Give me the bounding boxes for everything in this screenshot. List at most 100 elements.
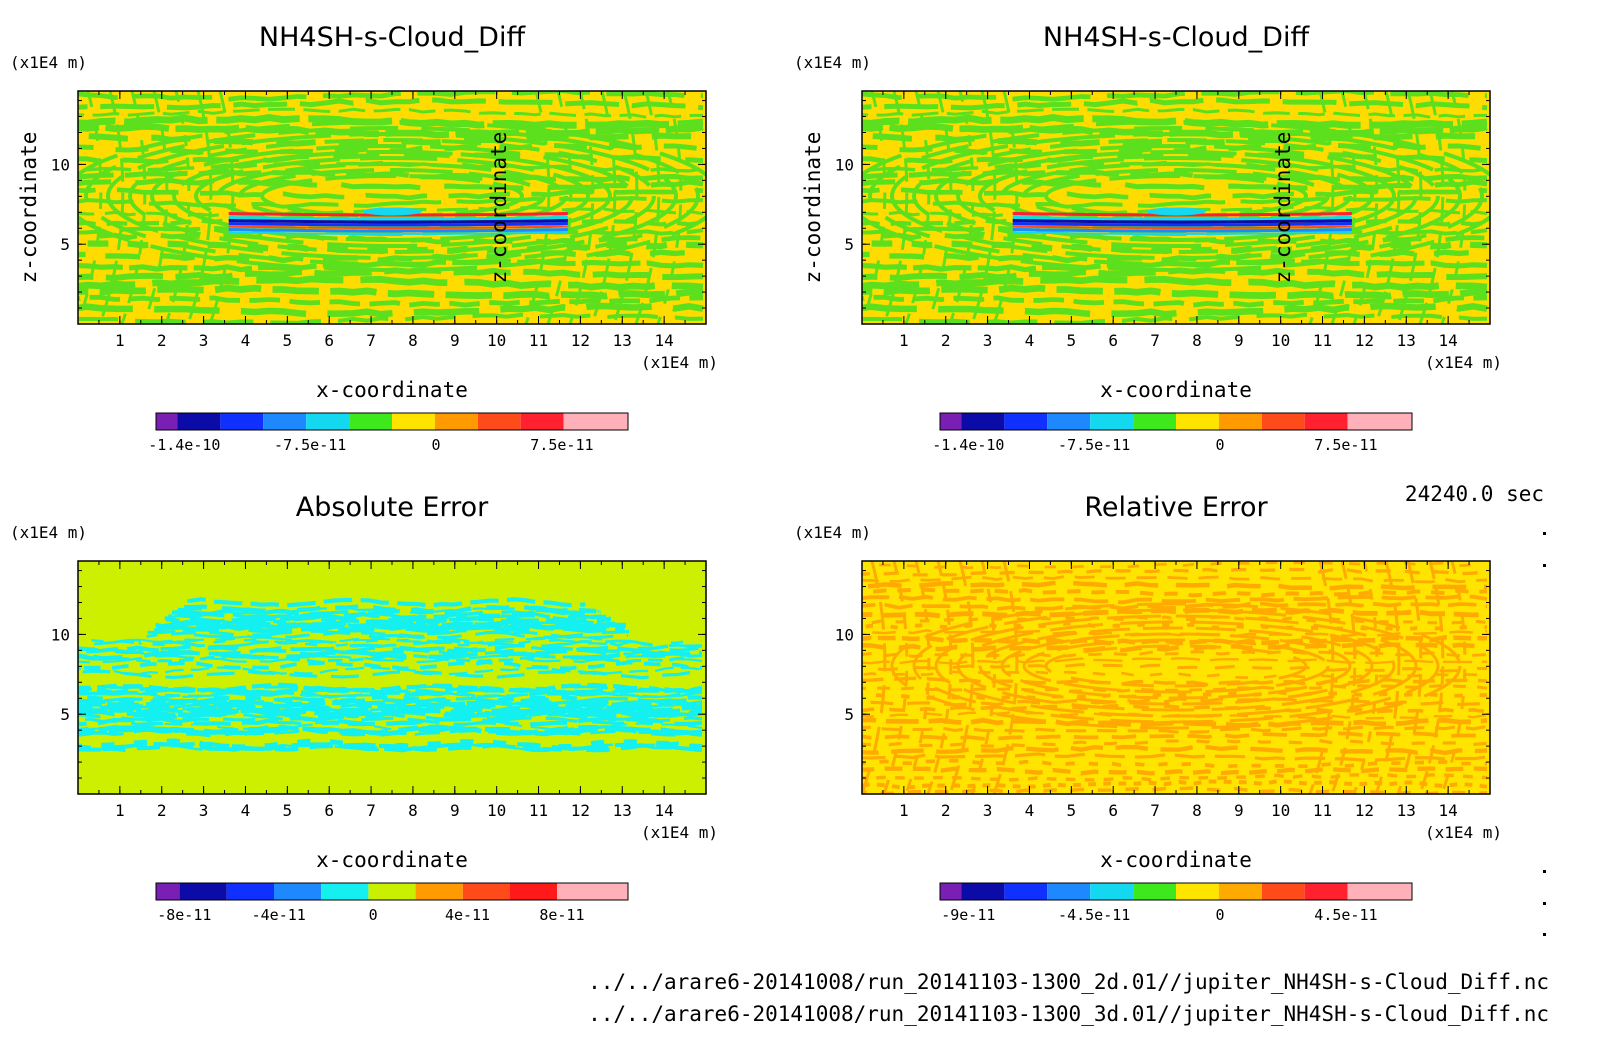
field-band — [1012, 227, 1352, 233]
x-unit-label: (x1E4 m) — [1425, 353, 1502, 372]
colorbar-swatch — [349, 413, 392, 430]
colorbar-swatch — [1261, 413, 1305, 430]
colorbar-swatch — [415, 883, 463, 900]
x-tick-label: 11 — [1313, 801, 1332, 820]
x-tick-label: 13 — [1397, 801, 1416, 820]
x-tick-label: 1 — [115, 801, 125, 820]
x-unit-label: (x1E4 m) — [641, 823, 718, 842]
field-blotch — [78, 708, 703, 720]
field-blotch — [78, 738, 703, 750]
field-stripe — [862, 690, 1488, 700]
y-axis-label: z-coordinate — [801, 132, 825, 284]
field-band — [228, 231, 568, 235]
x-tick-label: 2 — [941, 331, 951, 350]
field-arc — [956, 620, 1396, 712]
colorbar-swatch — [1133, 883, 1176, 900]
y-tick-label: 10 — [51, 155, 70, 174]
colorbar-swatch — [510, 883, 558, 900]
colorbar-swatch — [1176, 413, 1219, 430]
x-tick-label: 5 — [283, 331, 293, 350]
field-stripe — [862, 594, 1488, 605]
field-arc — [934, 614, 1418, 718]
x-tick-label: 1 — [899, 801, 909, 820]
field-blotch — [78, 716, 703, 727]
colorbar-tick-label: -4.5e-11 — [1058, 906, 1130, 924]
x-tick-label: 13 — [613, 801, 632, 820]
x-tick-label: 12 — [1355, 801, 1374, 820]
field-band — [1012, 221, 1352, 227]
field-stripe — [78, 267, 704, 282]
field-arc — [128, 138, 656, 254]
field-arc — [1000, 632, 1352, 700]
field-arc — [150, 144, 634, 248]
field-stripe — [862, 240, 1488, 255]
field-curve — [1352, 91, 1379, 324]
field-stripe — [862, 601, 1488, 611]
colorbar-swatch — [1218, 883, 1262, 900]
field-blotch — [78, 645, 703, 656]
field-band — [228, 227, 568, 233]
field-stripe — [78, 240, 704, 255]
field-blotch — [78, 702, 703, 714]
field-blotch — [78, 699, 703, 710]
colorbar-frame — [155, 882, 629, 901]
x-tick-label: 4 — [1025, 331, 1035, 350]
x-tick-label: 7 — [366, 801, 376, 820]
field-stripe — [78, 123, 704, 139]
field-curve — [1396, 561, 1423, 794]
y-tick-label: 5 — [60, 235, 70, 254]
marker-dot — [1543, 532, 1546, 535]
field-stripe — [862, 294, 1488, 308]
colorbar-tick-label: -7.5e-11 — [274, 436, 346, 454]
chart-panel: NH4SH-s-Cloud_Diff(x1E4 m)1 2 3 4 5 6 7 8 9 10 11 1… — [794, 22, 1502, 454]
y-axis-label: z-coordinate — [17, 132, 41, 284]
colorbar-tick-label: -7.5e-11 — [1058, 436, 1130, 454]
field-blotch — [187, 597, 586, 608]
y-axis-label: z-coordinate — [487, 132, 511, 284]
field-stripe — [862, 284, 1488, 300]
field-curve — [590, 91, 617, 324]
colorbar-swatch — [220, 413, 264, 430]
marker-dot — [1543, 902, 1546, 905]
field-stripe — [862, 786, 1488, 794]
colorbar-swatch — [520, 413, 564, 430]
x-tick-label: 10 — [487, 331, 506, 350]
field-stripe — [862, 752, 1488, 762]
chart-title: Absolute Error — [296, 492, 489, 523]
x-tick-label: 9 — [1234, 801, 1244, 820]
field-band — [1012, 231, 1352, 235]
y-tick-label: 5 — [60, 705, 70, 724]
x-tick-label: 11 — [1313, 331, 1332, 350]
field-curve — [1374, 91, 1401, 324]
field-band — [228, 225, 568, 229]
colorbar-tick-label: 4.5e-11 — [1314, 906, 1377, 924]
colorbar-swatch — [1304, 413, 1348, 430]
field-stripe — [862, 704, 1488, 714]
x-tick-label: 9 — [450, 801, 460, 820]
colorbar-tick-label: -1.4e-10 — [148, 436, 220, 454]
colorbar-swatch — [940, 413, 962, 430]
x-tick-label: 13 — [1397, 331, 1416, 350]
colorbar-swatch — [1304, 883, 1348, 900]
field-blotch — [78, 669, 703, 680]
field-curve — [926, 91, 953, 324]
colorbar-frame — [155, 412, 629, 431]
field-curve — [120, 91, 147, 324]
field-arc — [868, 126, 1484, 266]
x-tick-label: 6 — [324, 801, 334, 820]
field-arc — [172, 150, 612, 242]
colorbar-swatch — [477, 413, 521, 430]
field-curve — [546, 91, 573, 324]
field-band — [1012, 225, 1352, 229]
field-band — [228, 218, 568, 224]
x-tick-label: 8 — [408, 801, 418, 820]
field-blotch — [78, 682, 703, 694]
x-tick-label: 4 — [1025, 801, 1035, 820]
colorbar-frame — [939, 412, 1413, 431]
field-blotch — [78, 689, 703, 699]
field-curve — [634, 91, 661, 324]
field-stripe — [862, 663, 1488, 673]
field-arc — [978, 626, 1374, 706]
x-tick-label: 10 — [1271, 331, 1290, 350]
field-stripe — [78, 275, 704, 291]
